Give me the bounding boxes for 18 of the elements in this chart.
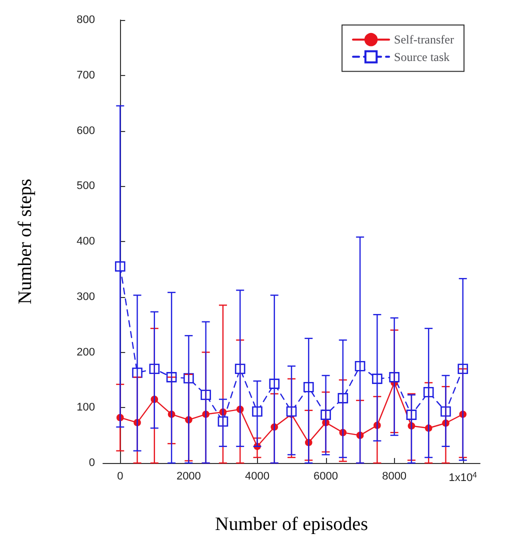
x-tick-label: 8000 <box>382 470 407 482</box>
y-tick-label: 200 <box>76 346 95 358</box>
y-axis-title: Number of steps <box>15 178 36 304</box>
x-tick-label: 0 <box>117 470 124 482</box>
x-tick-label: 2000 <box>176 470 201 482</box>
x-tick-label: 4000 <box>244 470 270 482</box>
y-tick-label: 500 <box>76 180 95 192</box>
y-tick-label: 400 <box>76 236 95 248</box>
y-tick-label: 100 <box>76 402 95 414</box>
y-tick-label: 700 <box>76 69 95 82</box>
y-tick-label: 0 <box>88 457 95 469</box>
legend-label: Self-transfer <box>394 32 454 47</box>
x-tick-label: 6000 <box>314 470 338 482</box>
y-tick-label: 600 <box>76 124 95 137</box>
y-tick-label: 800 <box>76 14 95 26</box>
x-axis-title: Number of episodes <box>214 514 368 535</box>
legend-label: Source task <box>394 50 450 64</box>
y-tick-label: 300 <box>76 290 95 303</box>
